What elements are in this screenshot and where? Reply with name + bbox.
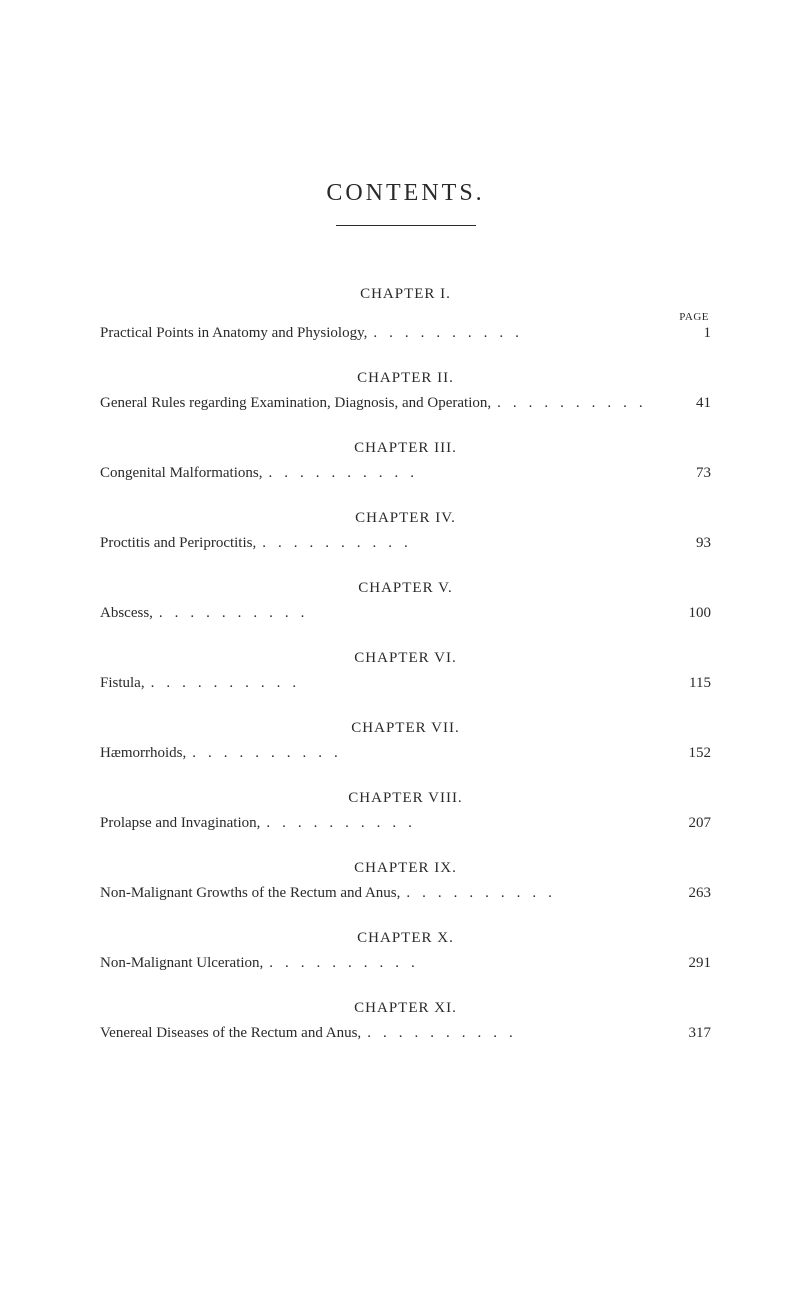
entry-leader: .......... — [262, 465, 675, 482]
chapter-heading: CHAPTER VIII. — [100, 790, 711, 807]
entry-leader: .......... — [256, 535, 675, 552]
toc-entry: Proctitis and Periproctitis, .......... … — [100, 535, 711, 552]
entry-page: 93 — [675, 535, 711, 552]
chapter-heading: CHAPTER VI. — [100, 650, 711, 667]
toc-entry: Prolapse and Invagination, .......... 20… — [100, 815, 711, 832]
toc-entry: Fistula, .......... 115 — [100, 675, 711, 692]
chapter-heading: CHAPTER III. — [100, 440, 711, 457]
entry-leader: .......... — [367, 325, 675, 342]
entry-page: 1 — [675, 325, 711, 342]
entry-text: Fistula, — [100, 675, 145, 692]
entry-leader: .......... — [260, 815, 675, 832]
toc-entry: Abscess, .......... 100 — [100, 605, 711, 622]
entry-text: Non-Malignant Growths of the Rectum and … — [100, 885, 400, 902]
toc-entry: Hæmorrhoids, .......... 152 — [100, 745, 711, 762]
entry-page: 73 — [675, 465, 711, 482]
entry-leader: .......... — [186, 745, 675, 762]
toc-entry: Congenital Malformations, .......... 73 — [100, 465, 711, 482]
entry-page: 263 — [675, 885, 711, 902]
entry-page: 317 — [675, 1025, 711, 1042]
contents-title: CONTENTS. — [100, 180, 711, 207]
entry-page: 115 — [675, 675, 711, 692]
chapter-heading: CHAPTER IV. — [100, 510, 711, 527]
toc-entry: Non-Malignant Growths of the Rectum and … — [100, 885, 711, 902]
entry-leader: .......... — [400, 885, 675, 902]
entry-leader: .......... — [153, 605, 675, 622]
entry-text: Proctitis and Periproctitis, — [100, 535, 256, 552]
entry-page: 41 — [675, 395, 711, 412]
entry-text: Practical Points in Anatomy and Physiolo… — [100, 325, 367, 342]
toc-entry: Venereal Diseases of the Rectum and Anus… — [100, 1025, 711, 1042]
chapter-heading: CHAPTER XI. — [100, 1000, 711, 1017]
page-label: PAGE — [100, 311, 711, 323]
title-underline — [336, 225, 476, 226]
entry-leader: .......... — [145, 675, 675, 692]
chapter-heading: CHAPTER II. — [100, 370, 711, 387]
chapter-heading: CHAPTER V. — [100, 580, 711, 597]
chapter-heading: CHAPTER X. — [100, 930, 711, 947]
chapter-heading: CHAPTER IX. — [100, 860, 711, 877]
entry-leader: .......... — [263, 955, 675, 972]
entry-text: General Rules regarding Examination, Dia… — [100, 395, 491, 412]
entry-text: Abscess, — [100, 605, 153, 622]
entry-leader: .......... — [361, 1025, 675, 1042]
entry-page: 100 — [675, 605, 711, 622]
entry-text: Hæmorrhoids, — [100, 745, 186, 762]
entry-page: 152 — [675, 745, 711, 762]
chapter-heading: CHAPTER VII. — [100, 720, 711, 737]
toc-entry: Practical Points in Anatomy and Physiolo… — [100, 325, 711, 342]
entry-text: Non-Malignant Ulceration, — [100, 955, 263, 972]
entry-leader: .......... — [491, 395, 675, 412]
chapter-heading: CHAPTER I. — [100, 286, 711, 303]
entry-page: 291 — [675, 955, 711, 972]
entry-text: Prolapse and Invagination, — [100, 815, 260, 832]
toc-entry: General Rules regarding Examination, Dia… — [100, 395, 711, 412]
entry-text: Venereal Diseases of the Rectum and Anus… — [100, 1025, 361, 1042]
entry-page: 207 — [675, 815, 711, 832]
toc-entry: Non-Malignant Ulceration, .......... 291 — [100, 955, 711, 972]
entry-text: Congenital Malformations, — [100, 465, 262, 482]
